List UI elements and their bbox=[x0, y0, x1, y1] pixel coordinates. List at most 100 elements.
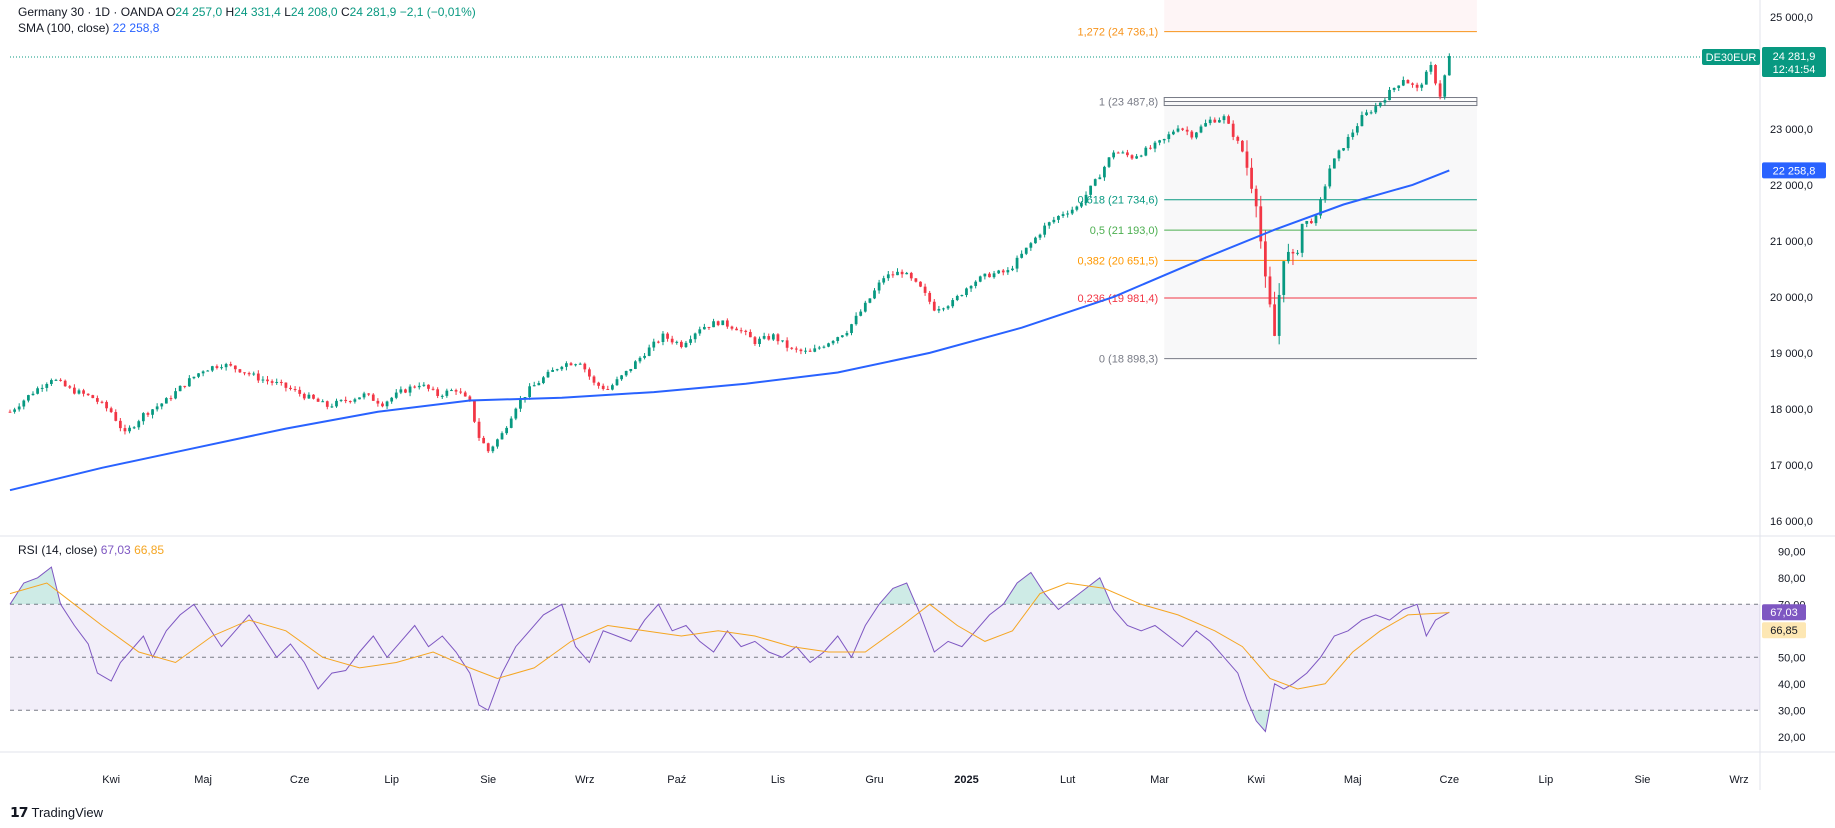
price-axis[interactable]: 16 000,0 17 000,0 18 000,0 19 000,0 20 000,0… bbox=[1702, 12, 1826, 528]
rsi-tick-label: 50,00 bbox=[1778, 652, 1806, 664]
tradingview-logo[interactable]: 𝟭𝟳 TradingView bbox=[10, 804, 103, 821]
symbol-legend[interactable]: Germany 30 · 1D · OANDA O24 257,0 H24 33… bbox=[18, 5, 476, 19]
candle-body bbox=[808, 350, 812, 352]
candle-body bbox=[923, 286, 927, 293]
change-value: −2,1 (−0,01%) bbox=[399, 5, 476, 19]
candle-body bbox=[532, 385, 536, 387]
sma-series bbox=[9, 169, 1450, 492]
price-tick-label: 18 000,0 bbox=[1770, 404, 1813, 416]
candle-body bbox=[1024, 247, 1028, 254]
candle-body bbox=[1162, 138, 1166, 141]
candle-body bbox=[1286, 251, 1290, 262]
candle-body bbox=[362, 393, 366, 398]
candle-body bbox=[578, 363, 582, 365]
candle-body bbox=[679, 341, 683, 348]
time-tick-label: Lip bbox=[1539, 774, 1554, 786]
candle-body bbox=[969, 285, 973, 289]
candle-body bbox=[1245, 151, 1249, 168]
sma-tag-label: 22 258,8 bbox=[1773, 165, 1816, 177]
candle-body bbox=[1415, 84, 1419, 88]
rsi-ma-line bbox=[9, 582, 1450, 690]
candle-body bbox=[477, 421, 481, 438]
candle-body bbox=[955, 295, 959, 301]
candle-body bbox=[40, 387, 44, 389]
candle-body bbox=[592, 376, 596, 383]
candle-body bbox=[358, 397, 361, 400]
candle-body bbox=[702, 326, 706, 330]
candle-body bbox=[978, 276, 982, 282]
candle-body bbox=[974, 281, 978, 286]
candle-body bbox=[95, 398, 99, 402]
price-tick-label: 23 000,0 bbox=[1770, 124, 1813, 136]
candle-body bbox=[169, 398, 173, 400]
candle-body bbox=[1149, 147, 1152, 149]
candle-body bbox=[1195, 132, 1198, 138]
candle-body bbox=[781, 340, 784, 342]
candle-body bbox=[1075, 206, 1079, 210]
candle-body bbox=[279, 381, 283, 383]
rsi-tick-label: 20,00 bbox=[1778, 732, 1806, 744]
sma-tag bbox=[1762, 162, 1826, 179]
fib-label-6: 0 (18 898,3) bbox=[1099, 354, 1158, 366]
candle-body bbox=[1047, 222, 1051, 226]
grid-lines bbox=[0, 0, 1835, 790]
candle-body bbox=[569, 363, 573, 366]
candle-body bbox=[725, 320, 729, 327]
rsi-axis[interactable]: 20,0030,0040,0050,0060,0070,0080,0090,00… bbox=[1762, 546, 1806, 744]
close-value: 24 281,9 bbox=[349, 5, 397, 19]
sma-legend[interactable]: SMA (100, close) 22 258,8 bbox=[18, 21, 159, 35]
candle-body bbox=[1319, 199, 1322, 216]
candle-body bbox=[1401, 80, 1405, 86]
candle-body bbox=[1158, 140, 1161, 143]
candle-body bbox=[1300, 223, 1304, 253]
candle-body bbox=[431, 388, 435, 390]
candle-body bbox=[123, 428, 127, 432]
candle-body bbox=[601, 385, 605, 389]
candle-body bbox=[63, 380, 67, 387]
candle-body bbox=[1323, 186, 1327, 200]
candle-body bbox=[325, 401, 329, 407]
candle-body bbox=[243, 372, 246, 374]
candle-body bbox=[909, 272, 913, 279]
candle-body bbox=[160, 403, 164, 407]
time-tick-label: Cze bbox=[290, 774, 310, 786]
candle-body bbox=[146, 413, 150, 415]
rsi-legend[interactable]: RSI (14, close) 67,03 66,85 bbox=[18, 543, 164, 557]
candle-body bbox=[141, 413, 145, 422]
candle-body bbox=[744, 330, 748, 332]
candle-body bbox=[256, 373, 260, 381]
candle-body bbox=[500, 433, 504, 440]
time-tick-label: Mar bbox=[1150, 774, 1169, 786]
candle-body bbox=[1337, 150, 1341, 159]
candle-body bbox=[992, 273, 996, 278]
candle-body bbox=[693, 333, 697, 340]
candle-body bbox=[1084, 194, 1088, 203]
rsi-pane bbox=[9, 566, 1760, 733]
candle-body bbox=[164, 398, 168, 404]
candle-body bbox=[1227, 116, 1230, 124]
candle-body bbox=[854, 315, 858, 325]
candle-body bbox=[1199, 126, 1203, 133]
candle-body bbox=[983, 273, 987, 277]
candle-body bbox=[951, 300, 955, 307]
candle-body bbox=[1121, 152, 1125, 154]
candle-body bbox=[187, 378, 191, 387]
candle-body bbox=[730, 326, 734, 329]
candle-body bbox=[381, 403, 384, 407]
candle-body bbox=[1434, 65, 1437, 84]
time-axis[interactable]: Kwi Maj Cze Lip Sie Wrz Paź Lis Gru 2025 Lut Mar Kwi… bbox=[102, 774, 1748, 786]
candle-body bbox=[22, 400, 26, 407]
candle-body bbox=[91, 395, 95, 399]
candle-body bbox=[689, 339, 692, 343]
candle-body bbox=[932, 301, 936, 311]
candle-body bbox=[638, 357, 642, 362]
candle-body bbox=[1043, 225, 1047, 235]
candle-body bbox=[684, 342, 688, 348]
candle-body bbox=[1130, 155, 1134, 159]
candle-body bbox=[1190, 131, 1194, 138]
candle-body bbox=[302, 393, 306, 399]
candle-body bbox=[698, 329, 702, 334]
candle-body bbox=[758, 338, 761, 345]
rsi-ma-tag-label: 66,85 bbox=[1770, 625, 1798, 637]
